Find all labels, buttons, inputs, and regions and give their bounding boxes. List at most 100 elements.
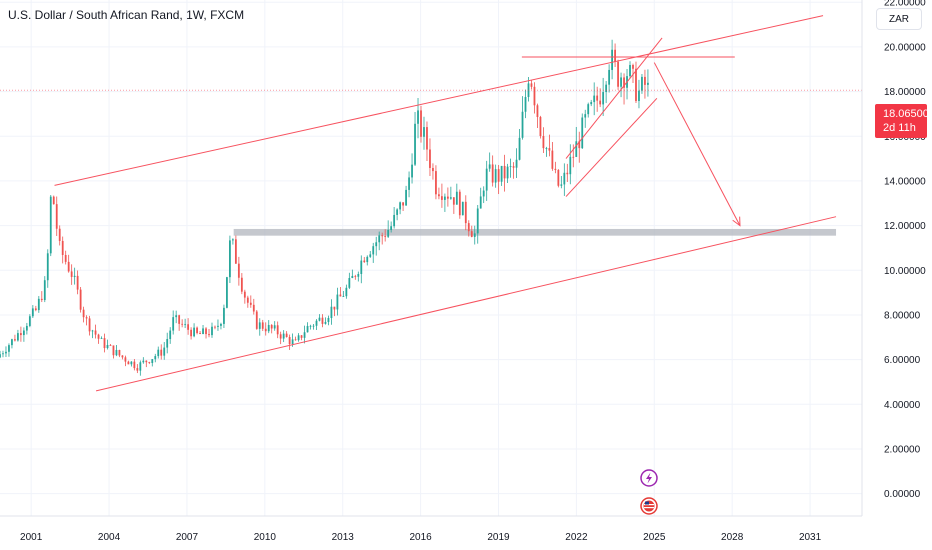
candle-body [166,339,169,348]
event-icons[interactable] [640,469,658,515]
inner-channel-lower-line [565,97,658,197]
candle-body [608,69,611,85]
candle-body [563,172,566,185]
candle-body [530,83,533,87]
candle-body [223,307,225,324]
support-zone-layer [233,228,837,236]
candle-body [61,240,64,255]
candle-body [509,166,512,168]
candle-body [243,291,246,298]
candle-body [393,214,396,227]
candle-body [387,229,390,237]
candle-body [467,223,470,232]
grid-lines [0,0,862,516]
candle-body [199,333,201,334]
candle-body [330,306,333,318]
candle-body [632,65,634,69]
candle-body [85,317,88,319]
candle-body [220,323,222,326]
y-tick-label: 4.00000 [884,400,921,411]
candle-body [503,165,506,179]
candle-body [518,137,521,160]
candle-body [560,184,563,186]
candle-body [414,123,416,165]
candle-body [384,236,387,237]
candle-body [635,68,637,102]
candle-body [366,256,369,263]
candle-body [464,201,467,224]
candle-body [20,333,22,336]
candle-body [494,169,497,183]
candle-body [363,260,366,263]
trend-drawings[interactable] [0,15,862,392]
candle-body [49,196,52,254]
candle-body [647,82,649,85]
candle-body [542,136,545,149]
candle-body [190,329,192,337]
candle-body [300,335,303,338]
candle-body [491,164,494,183]
candle-body [100,338,103,339]
time-axis[interactable]: 2001 2004 2007 2010 2013 2016 2019 2022 2025 2028… [0,515,862,543]
candlestick-series [0,39,649,376]
candle-body [169,330,172,340]
chart-title: U.S. Dollar / South African Rand, 1W, FX… [8,8,245,22]
candle-body [500,165,503,182]
candle-body [351,275,354,279]
candle-body [551,150,554,169]
y-tick-label: 8.00000 [884,310,921,321]
candle-body [479,196,482,209]
candle-body [306,326,309,333]
candle-body [103,338,106,349]
currency-button[interactable]: ZAR [876,8,922,30]
candle-body [8,345,10,352]
candle-body [172,317,175,331]
price-axis[interactable]: 22.0000020.0000018.0000016.0000014.00000… [861,0,932,550]
candle-body [417,110,419,124]
candle-body [208,334,210,336]
last-price-badge: 18.06500 2d 11h [875,104,929,138]
candle-body [545,148,548,149]
candle-body [566,172,569,175]
candle-body [360,260,363,275]
candle-body [258,322,261,329]
candle-body [539,117,542,137]
candle-body [46,253,49,281]
candle-body [214,326,216,328]
bar-countdown: 2d 11h [883,122,916,134]
candle-body [426,127,428,150]
candle-body [378,235,381,243]
candle-body [587,104,590,115]
candle-body [432,167,434,172]
candle-body [2,353,4,355]
us-flag-event-icon[interactable] [640,497,658,515]
y-tick-label: 6.00000 [884,355,921,366]
candle-body [569,156,572,175]
candle-body [423,127,425,137]
candle-body [405,189,407,206]
candle-body [115,350,118,356]
candle-body [623,77,625,88]
last-price-value: 18.06500 [883,108,929,120]
candle-body [34,308,37,311]
projection-arrow-head [732,216,741,227]
candle-body [402,202,404,206]
lightning-event-icon[interactable] [640,469,658,487]
candle-body [482,190,485,197]
candle-body [226,277,228,308]
x-tick-label: 2028 [721,532,744,543]
candle-body [11,339,13,346]
candle-body [25,325,28,331]
candle-body [187,324,190,330]
candle-body [521,111,524,138]
candle-body [64,254,67,262]
x-tick-label: 2022 [565,532,588,543]
y-tick-label: 0.00000 [884,489,921,500]
candle-body [399,202,402,210]
candle-body [14,339,16,341]
candle-body [52,196,55,205]
candle-body [554,168,557,170]
candle-body [557,169,560,186]
candle-body [255,311,258,329]
